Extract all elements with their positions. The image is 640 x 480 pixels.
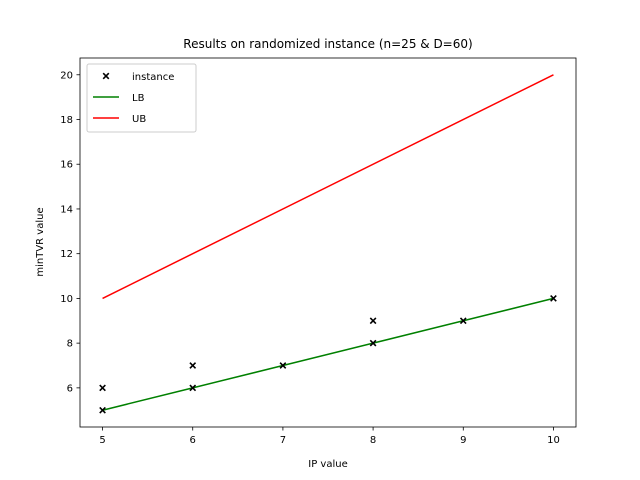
x-tick-label: 5 [99,435,105,446]
data-point-instance [99,384,106,392]
data-point-instance [459,317,467,325]
marker-stroke [459,317,467,325]
legend-label-ub: UB [132,114,146,125]
marker-stroke [189,362,197,369]
y-tick-label: 20 [60,70,73,81]
series-line-lb [102,297,554,411]
y-tick-label: 8 [67,339,73,350]
data-point-instance [550,295,557,302]
data-point-instance [99,406,106,414]
y-tick-label: 18 [60,115,73,126]
data-point-instance [369,339,377,347]
x-tick-label: 8 [370,435,376,446]
y-tick-label: 16 [60,160,73,171]
marker-stroke [550,295,557,302]
legend-box [86,63,197,133]
y-tick-label: 6 [67,383,73,394]
y-tick-label: 10 [60,294,73,305]
x-tick-label: 10 [547,435,560,446]
marker-stroke [369,317,377,325]
y-tick-label: 14 [60,204,73,215]
marker-stroke [102,72,110,80]
marker-stroke [99,406,106,414]
y-axis-title: minTVR value [35,207,46,276]
plot-area: 5 6 7 8 9 10 6 8 10 12 14 16 18 20 [60,57,577,446]
marker-stroke [189,384,197,392]
series-line-ub [102,74,554,300]
data-point-instance [189,362,197,369]
marker-stroke [279,362,287,369]
marker-stroke [99,384,106,392]
x-tick-label: 7 [280,435,286,446]
legend: instance LB UB [86,63,197,133]
legend-label-instance: instance [132,72,174,83]
x-axis-title: IP value [308,459,347,470]
data-point-instance [279,362,287,369]
axes-frame [79,57,577,428]
legend-marker-instance [102,72,110,80]
data-point-instance [189,384,197,392]
legend-label-lb: LB [132,93,145,104]
data-point-instance [369,317,377,325]
marker-stroke [369,339,377,347]
x-tick-label: 9 [460,435,466,446]
y-tick-label: 12 [60,249,73,260]
chart-title: Results on randomized instance (n=25 & D… [183,37,472,51]
x-tick-label: 6 [190,435,196,446]
